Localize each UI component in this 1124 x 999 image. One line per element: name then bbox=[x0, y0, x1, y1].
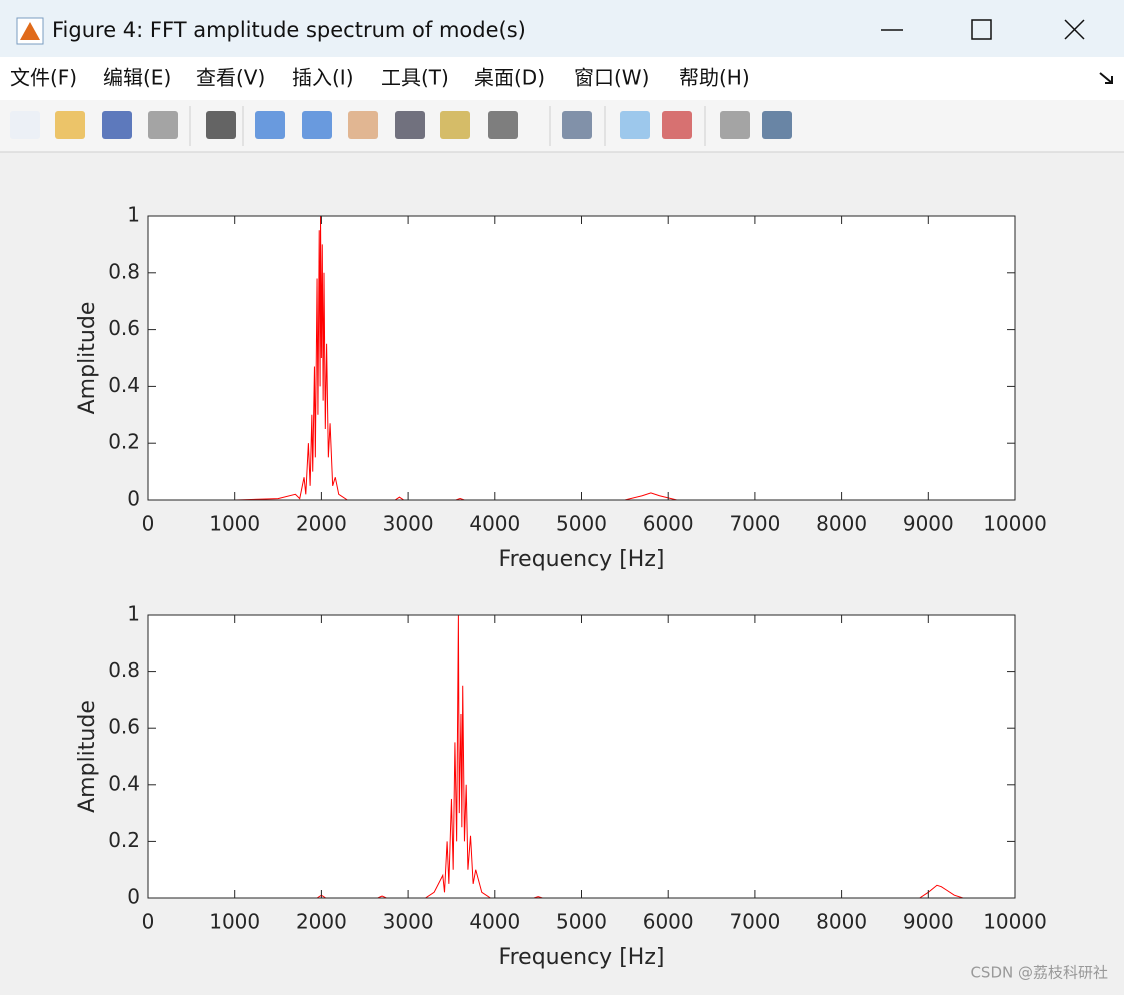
x-tick-label: 1000 bbox=[209, 910, 260, 934]
axes-bg bbox=[148, 216, 1015, 500]
toolbar-button[interactable] bbox=[55, 111, 85, 139]
y-tick-label: 0 bbox=[127, 487, 140, 511]
y-tick-label: 0.2 bbox=[108, 430, 140, 454]
x-tick-label: 6000 bbox=[643, 512, 694, 536]
y-tick-label: 0.6 bbox=[108, 316, 140, 340]
y-tick-label: 1 bbox=[127, 602, 140, 626]
toolbar-button[interactable] bbox=[440, 111, 470, 139]
toolbar-button[interactable] bbox=[348, 111, 378, 139]
x-tick-label: 0 bbox=[142, 910, 155, 934]
spectrum-line bbox=[148, 215, 1015, 501]
y-tick-label: 1 bbox=[127, 203, 140, 227]
toolbar-button[interactable] bbox=[762, 111, 792, 139]
close-button[interactable] bbox=[1064, 19, 1085, 40]
y-tick-label: 0.6 bbox=[108, 715, 140, 739]
x-tick-label: 9000 bbox=[903, 910, 954, 934]
x-tick-label: 8000 bbox=[816, 910, 867, 934]
menu-item[interactable]: 帮助(H) bbox=[679, 66, 750, 90]
x-tick-label: 3000 bbox=[383, 910, 434, 934]
x-tick-label: 4000 bbox=[469, 910, 520, 934]
menu-item[interactable]: 文件(F) bbox=[10, 66, 77, 90]
x-tick-label: 5000 bbox=[556, 910, 607, 934]
toolbar-button[interactable] bbox=[102, 111, 132, 139]
y-tick-label: 0.8 bbox=[108, 259, 140, 283]
window-title: Figure 4: FFT amplitude spectrum of mode… bbox=[52, 18, 526, 42]
x-tick-label: 10000 bbox=[983, 512, 1047, 536]
x-tick-label: 6000 bbox=[643, 910, 694, 934]
x-tick-label: 5000 bbox=[556, 512, 607, 536]
toolbar-button[interactable] bbox=[10, 111, 40, 139]
watermark: CSDN @荔枝科研社 bbox=[970, 964, 1108, 982]
toolbar-button[interactable] bbox=[662, 111, 692, 139]
toolbar-button[interactable] bbox=[255, 111, 285, 139]
y-tick-label: 0 bbox=[127, 885, 140, 909]
y-tick-label: 0.8 bbox=[108, 658, 140, 682]
toolbar-button[interactable] bbox=[395, 111, 425, 139]
x-tick-label: 9000 bbox=[903, 512, 954, 536]
y-tick-label: 0.4 bbox=[108, 373, 140, 397]
menu-item[interactable]: 插入(I) bbox=[292, 66, 354, 90]
x-tick-label: 2000 bbox=[296, 512, 347, 536]
toolbar-button[interactable] bbox=[302, 111, 332, 139]
y-tick-label: 0.2 bbox=[108, 828, 140, 852]
menu-item[interactable]: 查看(V) bbox=[196, 66, 265, 90]
y-axis-label: Amplitude bbox=[75, 700, 100, 813]
app-icon-shape bbox=[20, 22, 40, 40]
x-tick-label: 7000 bbox=[729, 910, 780, 934]
toolbar-button[interactable] bbox=[488, 111, 518, 139]
title-bar bbox=[0, 0, 1124, 57]
x-tick-label: 2000 bbox=[296, 910, 347, 934]
y-axis-label: Amplitude bbox=[75, 302, 100, 415]
x-tick-label: 1000 bbox=[209, 512, 260, 536]
x-axis-label: Frequency [Hz] bbox=[499, 547, 665, 572]
x-tick-label: 0 bbox=[142, 512, 155, 536]
toolbar-button[interactable] bbox=[620, 111, 650, 139]
x-tick-label: 7000 bbox=[729, 512, 780, 536]
menu-item[interactable]: 编辑(E) bbox=[103, 66, 171, 90]
axes-bg bbox=[148, 615, 1015, 898]
toolbar-button[interactable] bbox=[562, 111, 592, 139]
y-tick-label: 0.4 bbox=[108, 771, 140, 795]
x-tick-label: 10000 bbox=[983, 910, 1047, 934]
menu-arrow[interactable] bbox=[1099, 72, 1113, 84]
x-tick-label: 4000 bbox=[469, 512, 520, 536]
toolbar-button[interactable] bbox=[720, 111, 750, 139]
x-tick-label: 3000 bbox=[383, 512, 434, 536]
menu-bar bbox=[0, 57, 1124, 100]
x-tick-label: 8000 bbox=[816, 512, 867, 536]
menu-item[interactable]: 窗口(W) bbox=[574, 66, 649, 90]
menu-item[interactable]: 桌面(D) bbox=[474, 66, 545, 90]
menu-item[interactable]: 工具(T) bbox=[381, 66, 449, 90]
toolbar-button[interactable] bbox=[148, 111, 178, 139]
toolbar-button[interactable] bbox=[206, 111, 236, 139]
maximize-button[interactable] bbox=[971, 19, 992, 40]
x-axis-label: Frequency [Hz] bbox=[499, 945, 665, 970]
